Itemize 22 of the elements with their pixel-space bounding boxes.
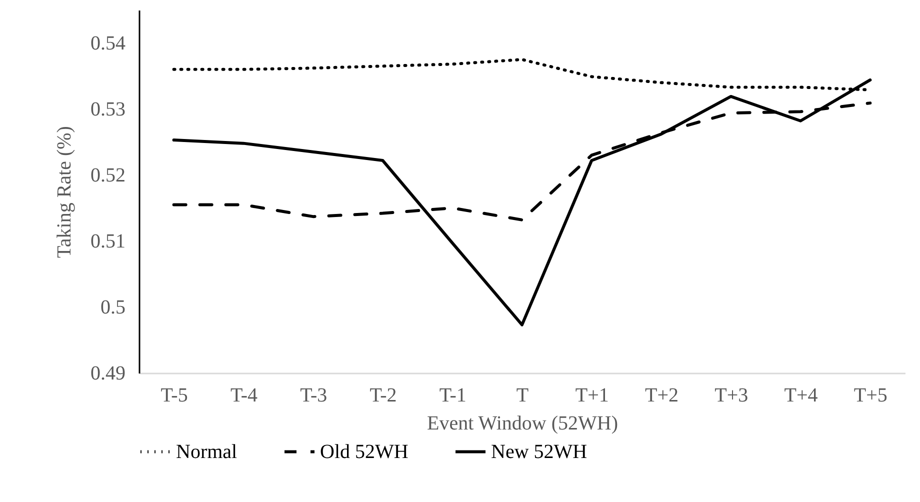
x-tick-label: T-2 xyxy=(370,384,397,406)
x-tick-label: T+1 xyxy=(575,384,609,406)
x-axis-title: Event Window (52WH) xyxy=(426,412,618,434)
y-tick-label: 0.51 xyxy=(90,230,126,252)
y-tick-label: 0.49 xyxy=(90,362,126,384)
y-tick-label: 0.5 xyxy=(100,296,126,318)
x-tick-label: T+5 xyxy=(854,384,888,406)
legend-label: Normal xyxy=(176,440,238,463)
x-tick-label: T-5 xyxy=(160,384,188,406)
legend-label: New 52WH xyxy=(491,440,588,463)
y-tick-label: 0.54 xyxy=(90,32,126,54)
x-tick-label: T+4 xyxy=(784,384,818,406)
y-tick-label: 0.53 xyxy=(90,98,126,120)
x-tick-label: T-4 xyxy=(230,384,258,406)
y-tick-label: 0.52 xyxy=(90,164,126,186)
x-tick-label: T-3 xyxy=(300,384,328,406)
x-tick-label: T xyxy=(516,384,529,406)
x-tick-label: T+3 xyxy=(714,384,748,406)
x-tick-label: T-1 xyxy=(439,384,466,406)
legend-label: Old 52WH xyxy=(320,440,408,463)
y-axis-title: Taking Rate (%) xyxy=(54,126,76,258)
x-tick-label: T+2 xyxy=(645,384,679,406)
